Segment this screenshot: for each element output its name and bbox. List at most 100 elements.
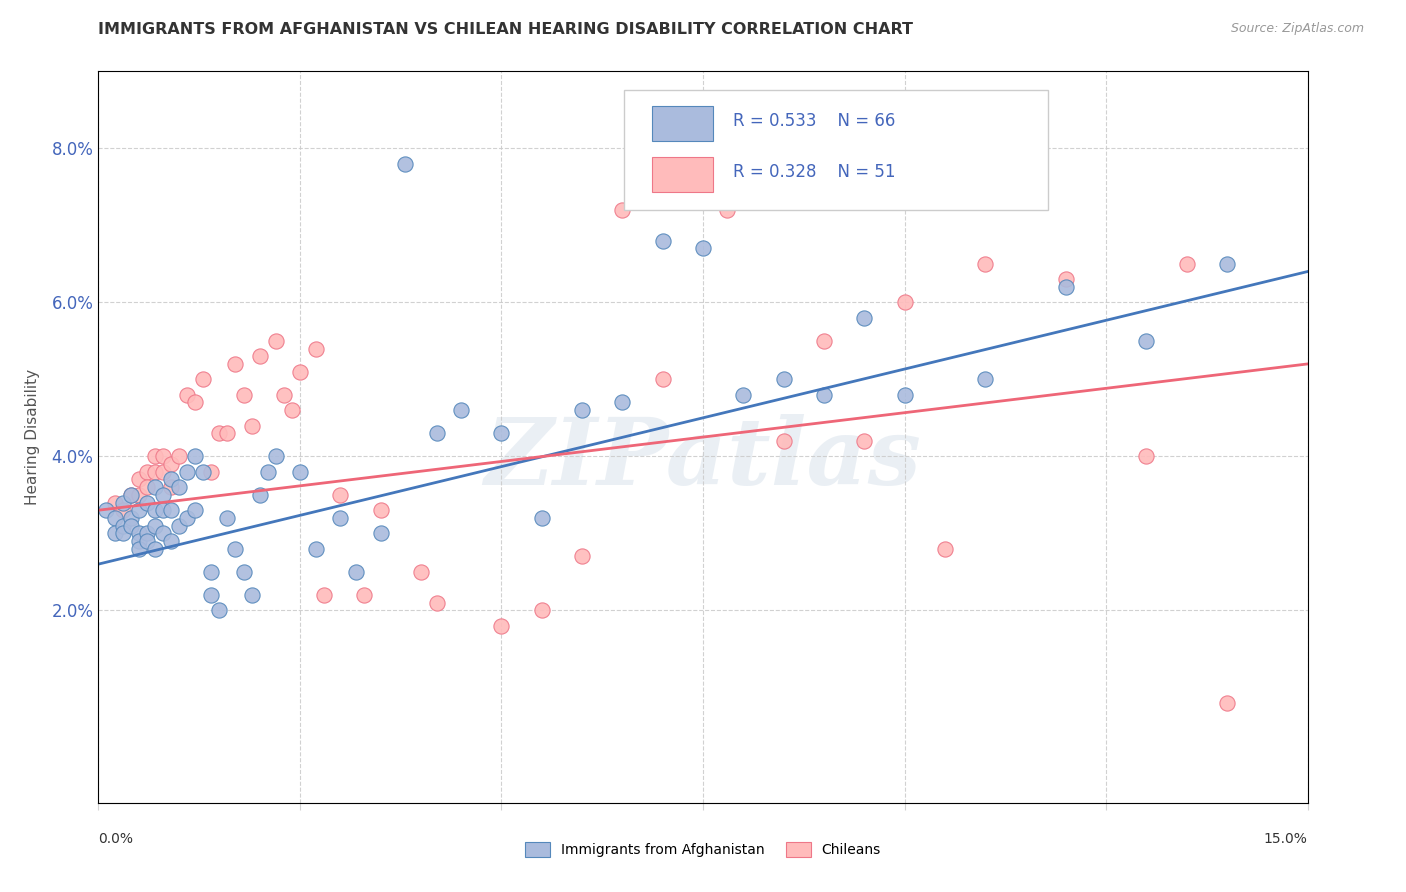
Point [426, 426, 449, 441]
Point [193, 465, 215, 479]
Point [288, 465, 311, 479]
Point [281, 403, 304, 417]
Point [571, 403, 593, 417]
Point [305, 342, 328, 356]
Point [853, 434, 876, 448]
Point [974, 257, 997, 271]
Point [394, 157, 416, 171]
Point [184, 395, 207, 409]
Point [232, 388, 254, 402]
Point [344, 565, 367, 579]
Point [571, 549, 593, 564]
Point [934, 541, 956, 556]
Point [128, 541, 150, 556]
Point [128, 503, 150, 517]
Point [733, 388, 755, 402]
Point [135, 526, 157, 541]
Point [409, 565, 432, 579]
Point [135, 534, 157, 549]
Point [612, 202, 634, 217]
Point [491, 618, 513, 632]
Bar [652, 157, 713, 192]
Point [152, 526, 174, 541]
Point [167, 518, 190, 533]
Point [612, 395, 634, 409]
Point [143, 503, 166, 517]
Point [224, 357, 246, 371]
Point [96, 503, 118, 517]
Point [1175, 257, 1198, 271]
Point [240, 418, 263, 433]
Text: R = 0.533    N = 66: R = 0.533 N = 66 [734, 112, 896, 130]
Point [208, 426, 231, 441]
Point [314, 588, 336, 602]
Text: 0.0%: 0.0% [98, 832, 134, 846]
FancyBboxPatch shape [624, 90, 1047, 211]
Point [273, 388, 295, 402]
Point [160, 457, 183, 471]
Text: 15.0%: 15.0% [1264, 832, 1308, 846]
Point [184, 450, 207, 464]
Point [160, 503, 183, 517]
Point [974, 372, 997, 386]
Point [370, 526, 392, 541]
Point [772, 372, 794, 386]
Text: R = 0.328    N = 51: R = 0.328 N = 51 [734, 163, 896, 181]
Point [200, 565, 222, 579]
Point [305, 541, 328, 556]
Point [176, 511, 198, 525]
Point [176, 465, 198, 479]
Bar [652, 106, 713, 141]
Point [256, 465, 278, 479]
Point [143, 518, 166, 533]
Point [128, 534, 150, 549]
Point [450, 403, 472, 417]
Point [111, 495, 134, 509]
Point [193, 372, 215, 386]
Text: Source: ZipAtlas.com: Source: ZipAtlas.com [1230, 22, 1364, 36]
Point [1135, 334, 1157, 348]
Point [120, 511, 142, 525]
Point [1054, 280, 1077, 294]
Point [224, 541, 246, 556]
Point [120, 518, 142, 533]
Point [135, 495, 157, 509]
Point [128, 488, 150, 502]
Point [184, 503, 207, 517]
Point [264, 334, 287, 348]
Point [353, 588, 375, 602]
Point [160, 534, 183, 549]
Point [772, 434, 794, 448]
Point [200, 588, 222, 602]
Point [111, 503, 134, 517]
Text: ZIPatlas: ZIPatlas [485, 414, 921, 504]
Point [120, 488, 142, 502]
Point [103, 511, 125, 525]
Point [893, 295, 915, 310]
Point [167, 480, 190, 494]
Point [160, 480, 183, 494]
Point [288, 365, 311, 379]
Point [128, 472, 150, 486]
Point [103, 495, 125, 509]
Y-axis label: Hearing Disability: Hearing Disability [25, 369, 41, 505]
Point [152, 503, 174, 517]
Point [491, 426, 513, 441]
Point [716, 202, 738, 217]
Point [135, 465, 157, 479]
Point [152, 465, 174, 479]
Point [249, 349, 271, 363]
Point [120, 488, 142, 502]
Point [370, 503, 392, 517]
Point [329, 511, 352, 525]
Point [813, 388, 835, 402]
Point [143, 480, 166, 494]
Point [1216, 696, 1239, 710]
Point [232, 565, 254, 579]
Point [217, 426, 239, 441]
Point [143, 541, 166, 556]
Point [530, 603, 553, 617]
Point [1216, 257, 1239, 271]
Point [813, 334, 835, 348]
Point [111, 518, 134, 533]
